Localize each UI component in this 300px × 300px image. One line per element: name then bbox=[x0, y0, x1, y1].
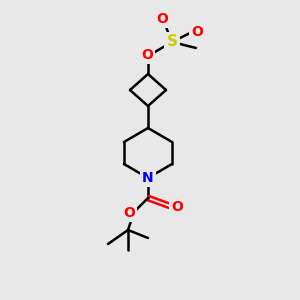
Text: O: O bbox=[141, 48, 153, 62]
Text: O: O bbox=[123, 206, 135, 220]
Text: N: N bbox=[142, 171, 154, 185]
Text: O: O bbox=[171, 200, 183, 214]
Text: O: O bbox=[191, 25, 203, 39]
Text: O: O bbox=[156, 12, 168, 26]
Text: S: S bbox=[167, 34, 178, 50]
